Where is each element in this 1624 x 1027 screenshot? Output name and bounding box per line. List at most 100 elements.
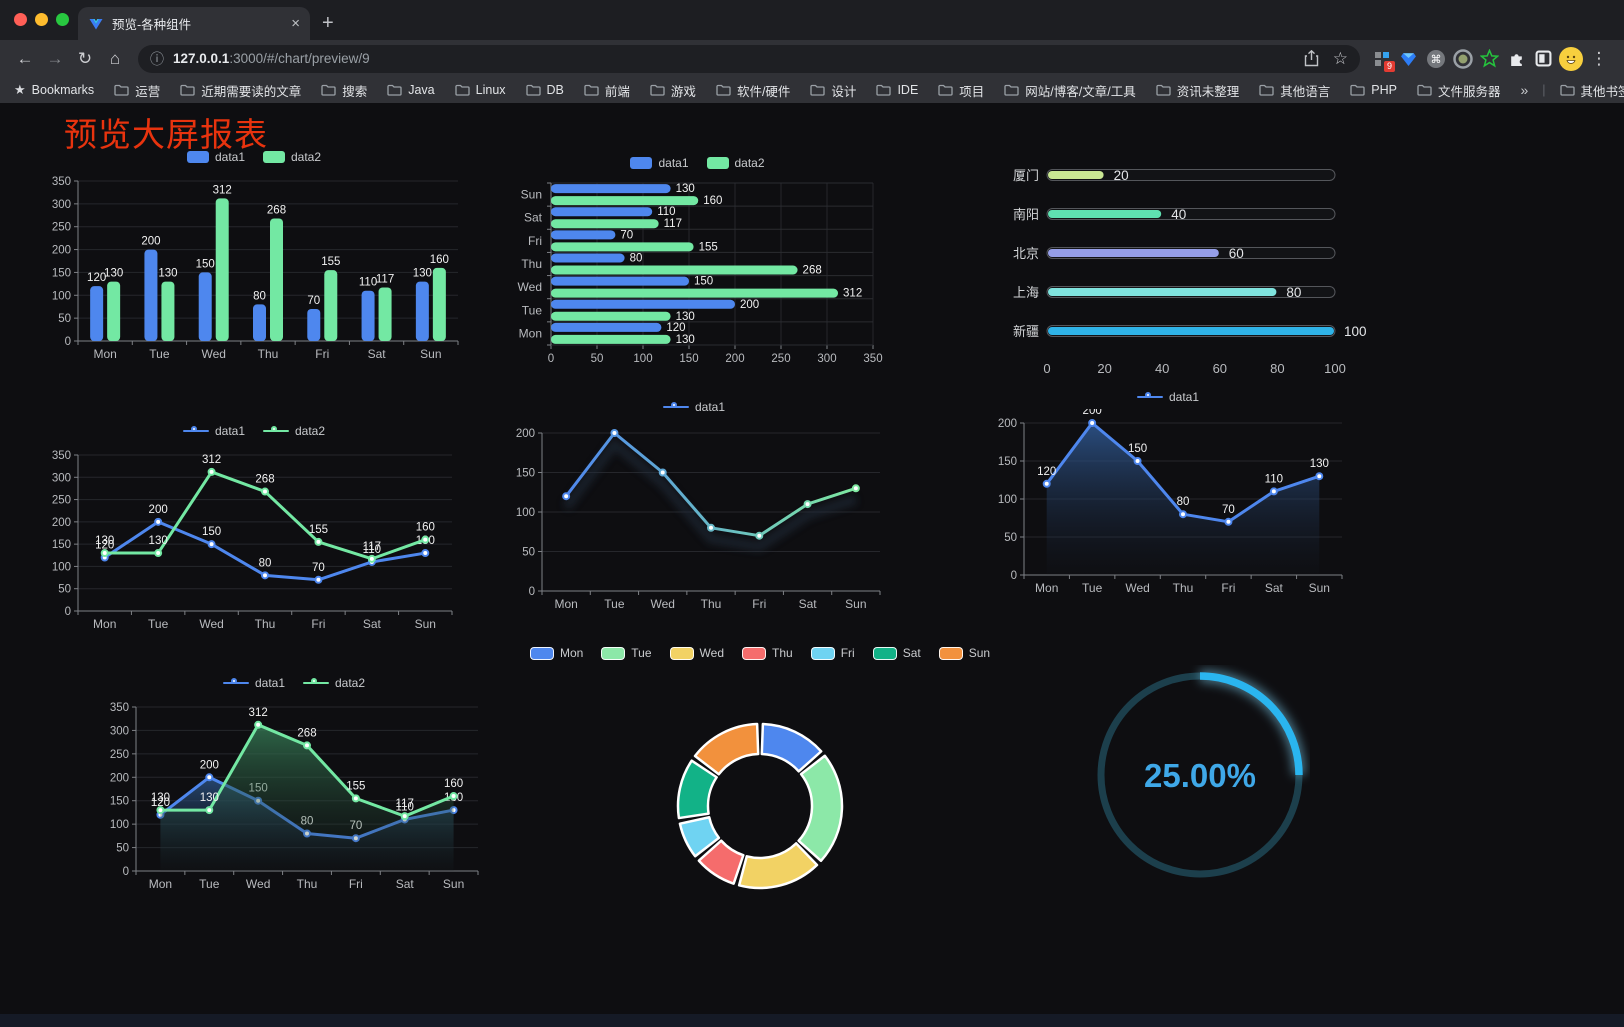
bookmark-folder-15[interactable]: PHP	[1350, 81, 1397, 100]
svg-text:150: 150	[1128, 443, 1147, 455]
legend-item-Sat[interactable]: Sat	[872, 646, 921, 660]
legend-item-Wed[interactable]: Wed	[669, 646, 724, 660]
legend-item-Thu[interactable]: Thu	[742, 646, 793, 660]
legend-item-data2[interactable]: data2	[706, 156, 765, 170]
legend-item-data1[interactable]: data1	[662, 400, 725, 414]
svg-text:Sat: Sat	[368, 347, 387, 361]
bookmark-folder-9[interactable]: 设计	[810, 81, 856, 100]
tab-close-icon[interactable]: ×	[291, 15, 300, 32]
svg-text:Sun: Sun	[845, 597, 866, 611]
legend-item-data1[interactable]: data1	[630, 156, 689, 170]
bookmark-folder-label: Java	[408, 83, 435, 97]
home-button[interactable]: ⌂	[109, 48, 121, 68]
folder-icon	[1417, 84, 1432, 96]
bookmarks-manager[interactable]: ★ Bookmarks	[14, 82, 94, 98]
legend-label: Sat	[902, 646, 921, 660]
bookmark-folder-label: 网站/博客/文章/工具	[1025, 84, 1136, 99]
extension-reader-icon[interactable]	[1530, 45, 1557, 73]
svg-text:268: 268	[255, 474, 274, 486]
legend-item-data2[interactable]: data2	[263, 150, 321, 164]
bookmark-folder-7[interactable]: 游戏	[650, 81, 696, 100]
legend-item-data1[interactable]: data1	[222, 676, 285, 690]
browser-tab[interactable]: 预览-各种组件 ×	[78, 7, 310, 40]
folder-icon	[1559, 84, 1575, 96]
profile-avatar[interactable]	[1557, 45, 1584, 73]
extension-gem-icon[interactable]	[1395, 45, 1422, 73]
bookmark-folder-3[interactable]: Java	[387, 81, 435, 100]
forward-button[interactable]: →	[46, 48, 64, 68]
svg-text:50: 50	[522, 547, 535, 559]
extension-record-icon[interactable]	[1449, 45, 1476, 73]
page-content: 预览大屏报表 data1 data2 0 50 100 150 200 250 300 350 M…	[0, 103, 1624, 1027]
bookmark-folder-11[interactable]: 项目	[938, 81, 984, 100]
svg-text:120: 120	[87, 272, 106, 284]
svg-text:80: 80	[1286, 285, 1301, 300]
close-window-button[interactable]	[14, 13, 27, 26]
svg-text:新疆: 新疆	[1013, 324, 1039, 339]
bookmark-folder-13[interactable]: 资讯未整理	[1156, 81, 1239, 100]
extension-puzzle-icon[interactable]	[1503, 45, 1530, 73]
svg-text:60: 60	[1213, 361, 1227, 376]
svg-text:0: 0	[548, 353, 554, 365]
chart-horizontal-bar: data1 data2 0 50 100 150 200 250 300 350 Mon 120 13…	[505, 153, 890, 380]
menu-dots-icon[interactable]: ⋮	[1590, 48, 1608, 68]
bookmark-folder-0[interactable]: 运营	[114, 81, 160, 100]
svg-text:200: 200	[740, 299, 759, 311]
bookmark-folder-14[interactable]: 其他语言	[1259, 81, 1330, 100]
svg-text:80: 80	[1177, 496, 1190, 508]
legend-item-Fri[interactable]: Fri	[810, 646, 855, 660]
extension-badge: 9	[1383, 60, 1395, 72]
share-icon[interactable]	[1304, 50, 1319, 67]
extension-grid-icon[interactable]: 9	[1368, 45, 1395, 73]
bookmark-folder-12[interactable]: 网站/博客/文章/工具	[1004, 81, 1136, 100]
minimize-window-button[interactable]	[35, 13, 48, 26]
bookmarks-overflow-button[interactable]: »	[1520, 82, 1529, 98]
chart-donut-pie: Mon Tue Wed Thu Fri Sat Sun	[529, 643, 990, 906]
svg-text:Tue: Tue	[199, 877, 220, 891]
legend-item-data2[interactable]: data2	[263, 424, 325, 438]
legend-item-data1[interactable]: data1	[182, 424, 245, 438]
legend-item-data1[interactable]: data1	[186, 150, 245, 164]
bookmarks-label: Bookmarks	[31, 83, 95, 97]
tab-favicon	[89, 18, 103, 29]
extension-star-icon[interactable]	[1476, 45, 1503, 73]
bookmark-folder-4[interactable]: Linux	[454, 81, 506, 100]
bookmark-folder-16[interactable]: 文件服务器	[1417, 81, 1500, 100]
legend-item-Mon[interactable]: Mon	[529, 646, 583, 660]
bookmark-folder-label: 近期需要读的文章	[201, 84, 302, 99]
bookmark-folder-10[interactable]: IDE	[876, 81, 918, 100]
bookmark-folder-8[interactable]: 软件/硬件	[716, 81, 790, 100]
bookmark-folder-list: 运营 近期需要读的文章 搜索 Java Linux DB 前端 游戏 软件/硬件 设计 IDE 项目 网…	[114, 81, 1500, 100]
bookmark-folder-2[interactable]: 搜索	[321, 81, 367, 100]
svg-text:110: 110	[396, 801, 414, 813]
zoom-window-button[interactable]	[56, 13, 69, 26]
bookmark-folder-1[interactable]: 近期需要读的文章	[180, 81, 301, 100]
bookmark-folder-label: 软件/硬件	[736, 84, 791, 99]
svg-text:200: 200	[516, 428, 535, 440]
site-info-icon[interactable]: ⓘ	[150, 50, 164, 67]
svg-text:Sat: Sat	[524, 211, 543, 225]
svg-text:80: 80	[630, 253, 643, 265]
bookmark-folder-6[interactable]: 前端	[584, 81, 630, 100]
back-button[interactable]: ←	[16, 48, 34, 68]
svg-text:Mon: Mon	[149, 877, 172, 891]
svg-text:110: 110	[363, 544, 381, 556]
address-bar[interactable]: ⓘ 127.0.0.1:3000/#/chart/preview/9 ☆	[138, 44, 1360, 73]
bookmark-folder-label: 游戏	[670, 84, 696, 99]
folder-icon	[1156, 84, 1171, 96]
legend-item-data1[interactable]: data1	[1136, 390, 1199, 404]
bookmark-folder-5[interactable]: DB	[525, 81, 564, 100]
bookmark-star-icon[interactable]: ☆	[1332, 48, 1348, 68]
svg-text:Sat: Sat	[396, 877, 415, 891]
other-bookmarks-folder[interactable]: 其他书签	[1559, 81, 1624, 100]
legend-item-Sun[interactable]: Sun	[938, 646, 990, 660]
svg-text:Mon: Mon	[93, 617, 116, 631]
svg-text:Fri: Fri	[1221, 581, 1235, 595]
new-tab-button[interactable]: +	[322, 12, 334, 34]
reload-button[interactable]: ↻	[77, 48, 93, 68]
legend-item-Tue[interactable]: Tue	[601, 646, 652, 660]
extension-command-icon[interactable]: ⌘	[1422, 45, 1449, 73]
svg-text:250: 250	[771, 353, 790, 365]
svg-text:Sat: Sat	[1265, 581, 1284, 595]
legend-item-data2[interactable]: data2	[303, 676, 365, 690]
